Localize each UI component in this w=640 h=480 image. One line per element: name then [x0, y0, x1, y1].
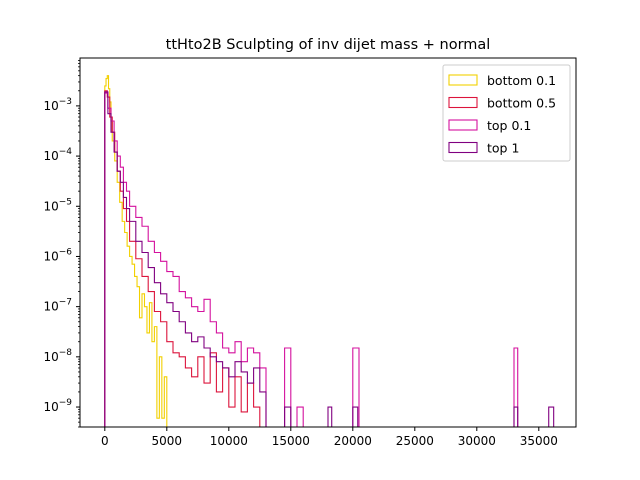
legend-swatch: [448, 119, 478, 131]
y-tick-label: 10−8: [43, 348, 72, 364]
x-tick-label: 35000: [520, 434, 558, 448]
plot-frame: [79, 57, 577, 428]
legend-swatch: [448, 141, 478, 154]
series-0-step-line: [104, 75, 168, 427]
axes-layer: 0 5000 10000 15000 20000 25000 30000 35000 10−9 1…: [43, 57, 577, 448]
legend-swatch: [448, 96, 478, 109]
x-tick-label: 10000: [210, 434, 248, 448]
y-tick-label: 10−7: [43, 298, 72, 314]
legend-label: top 0.1: [487, 118, 531, 133]
y-tick-label: 10−6: [43, 247, 72, 263]
y-tick-label: 10−3: [43, 97, 72, 113]
series-1-step-line: [104, 90, 261, 427]
x-tick-label: 15000: [272, 434, 310, 448]
legend-label: bottom 0.1: [487, 73, 556, 88]
x-tick-label: 30000: [458, 434, 496, 448]
legend-label: bottom 0.5: [487, 96, 556, 111]
y-tick-label: 10−5: [43, 197, 72, 213]
legend-label: top 1: [487, 141, 519, 156]
x-tick-label: 25000: [396, 434, 434, 448]
legend-swatch: [448, 74, 478, 86]
chart-title: ttHto2B Sculpting of inv dijet mass + no…: [166, 37, 491, 53]
y-tick-label: 10−4: [43, 147, 72, 163]
x-tick-label: 0: [101, 434, 109, 448]
legend: bottom 0.1 bottom 0.5 top 0.1 top 1: [442, 64, 571, 162]
x-tick-label: 5000: [152, 434, 183, 448]
x-tick-label: 20000: [334, 434, 372, 448]
series-2-step-line: [104, 92, 519, 427]
series-3-step-line: [104, 91, 555, 427]
series-layer: [104, 75, 555, 427]
y-tick-label: 10−9: [43, 398, 72, 414]
legend-box: [442, 64, 571, 162]
